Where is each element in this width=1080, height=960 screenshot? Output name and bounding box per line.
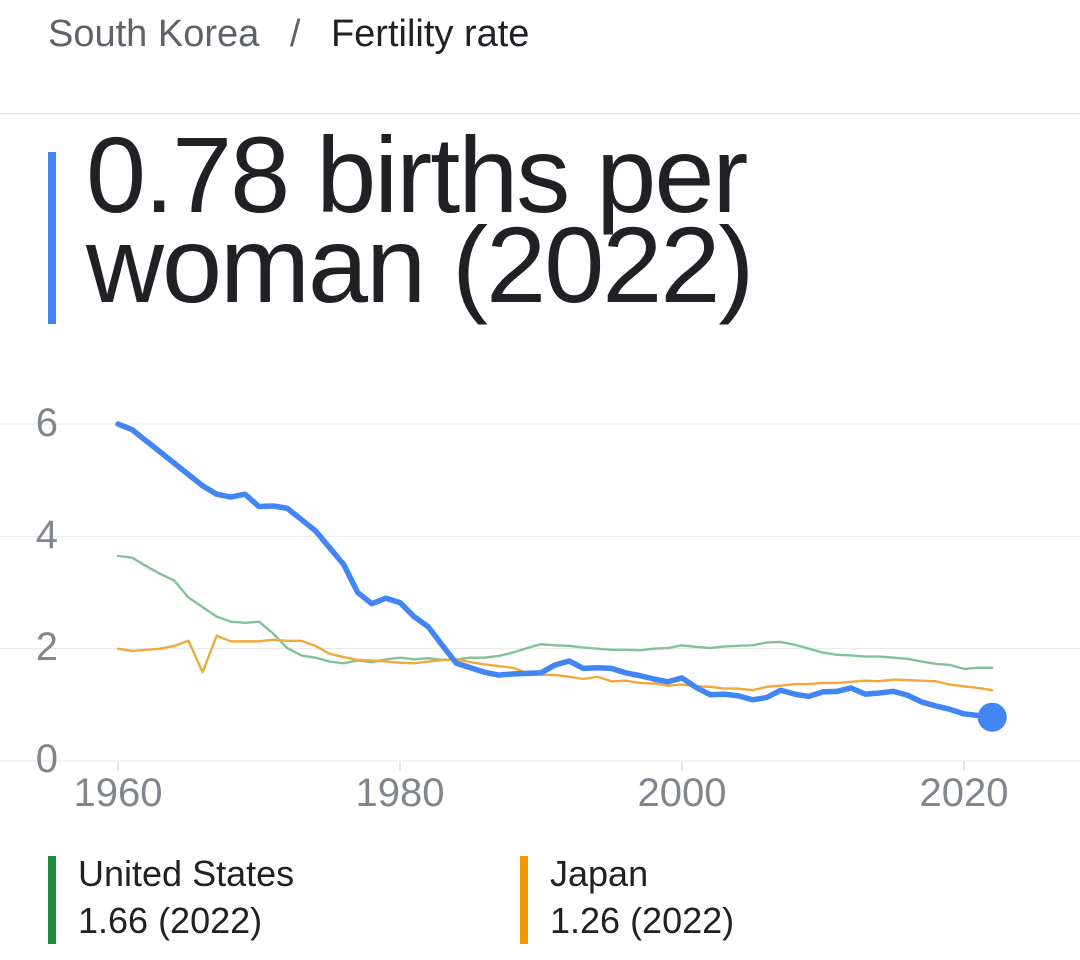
svg-text:1980: 1980 [356,771,445,815]
svg-text:2: 2 [36,625,58,669]
svg-text:6: 6 [36,401,58,445]
svg-text:0: 0 [36,737,58,781]
svg-text:4: 4 [36,513,58,557]
svg-text:2020: 2020 [920,771,1009,815]
svg-text:2000: 2000 [638,771,727,815]
svg-text:1960: 1960 [74,771,163,815]
